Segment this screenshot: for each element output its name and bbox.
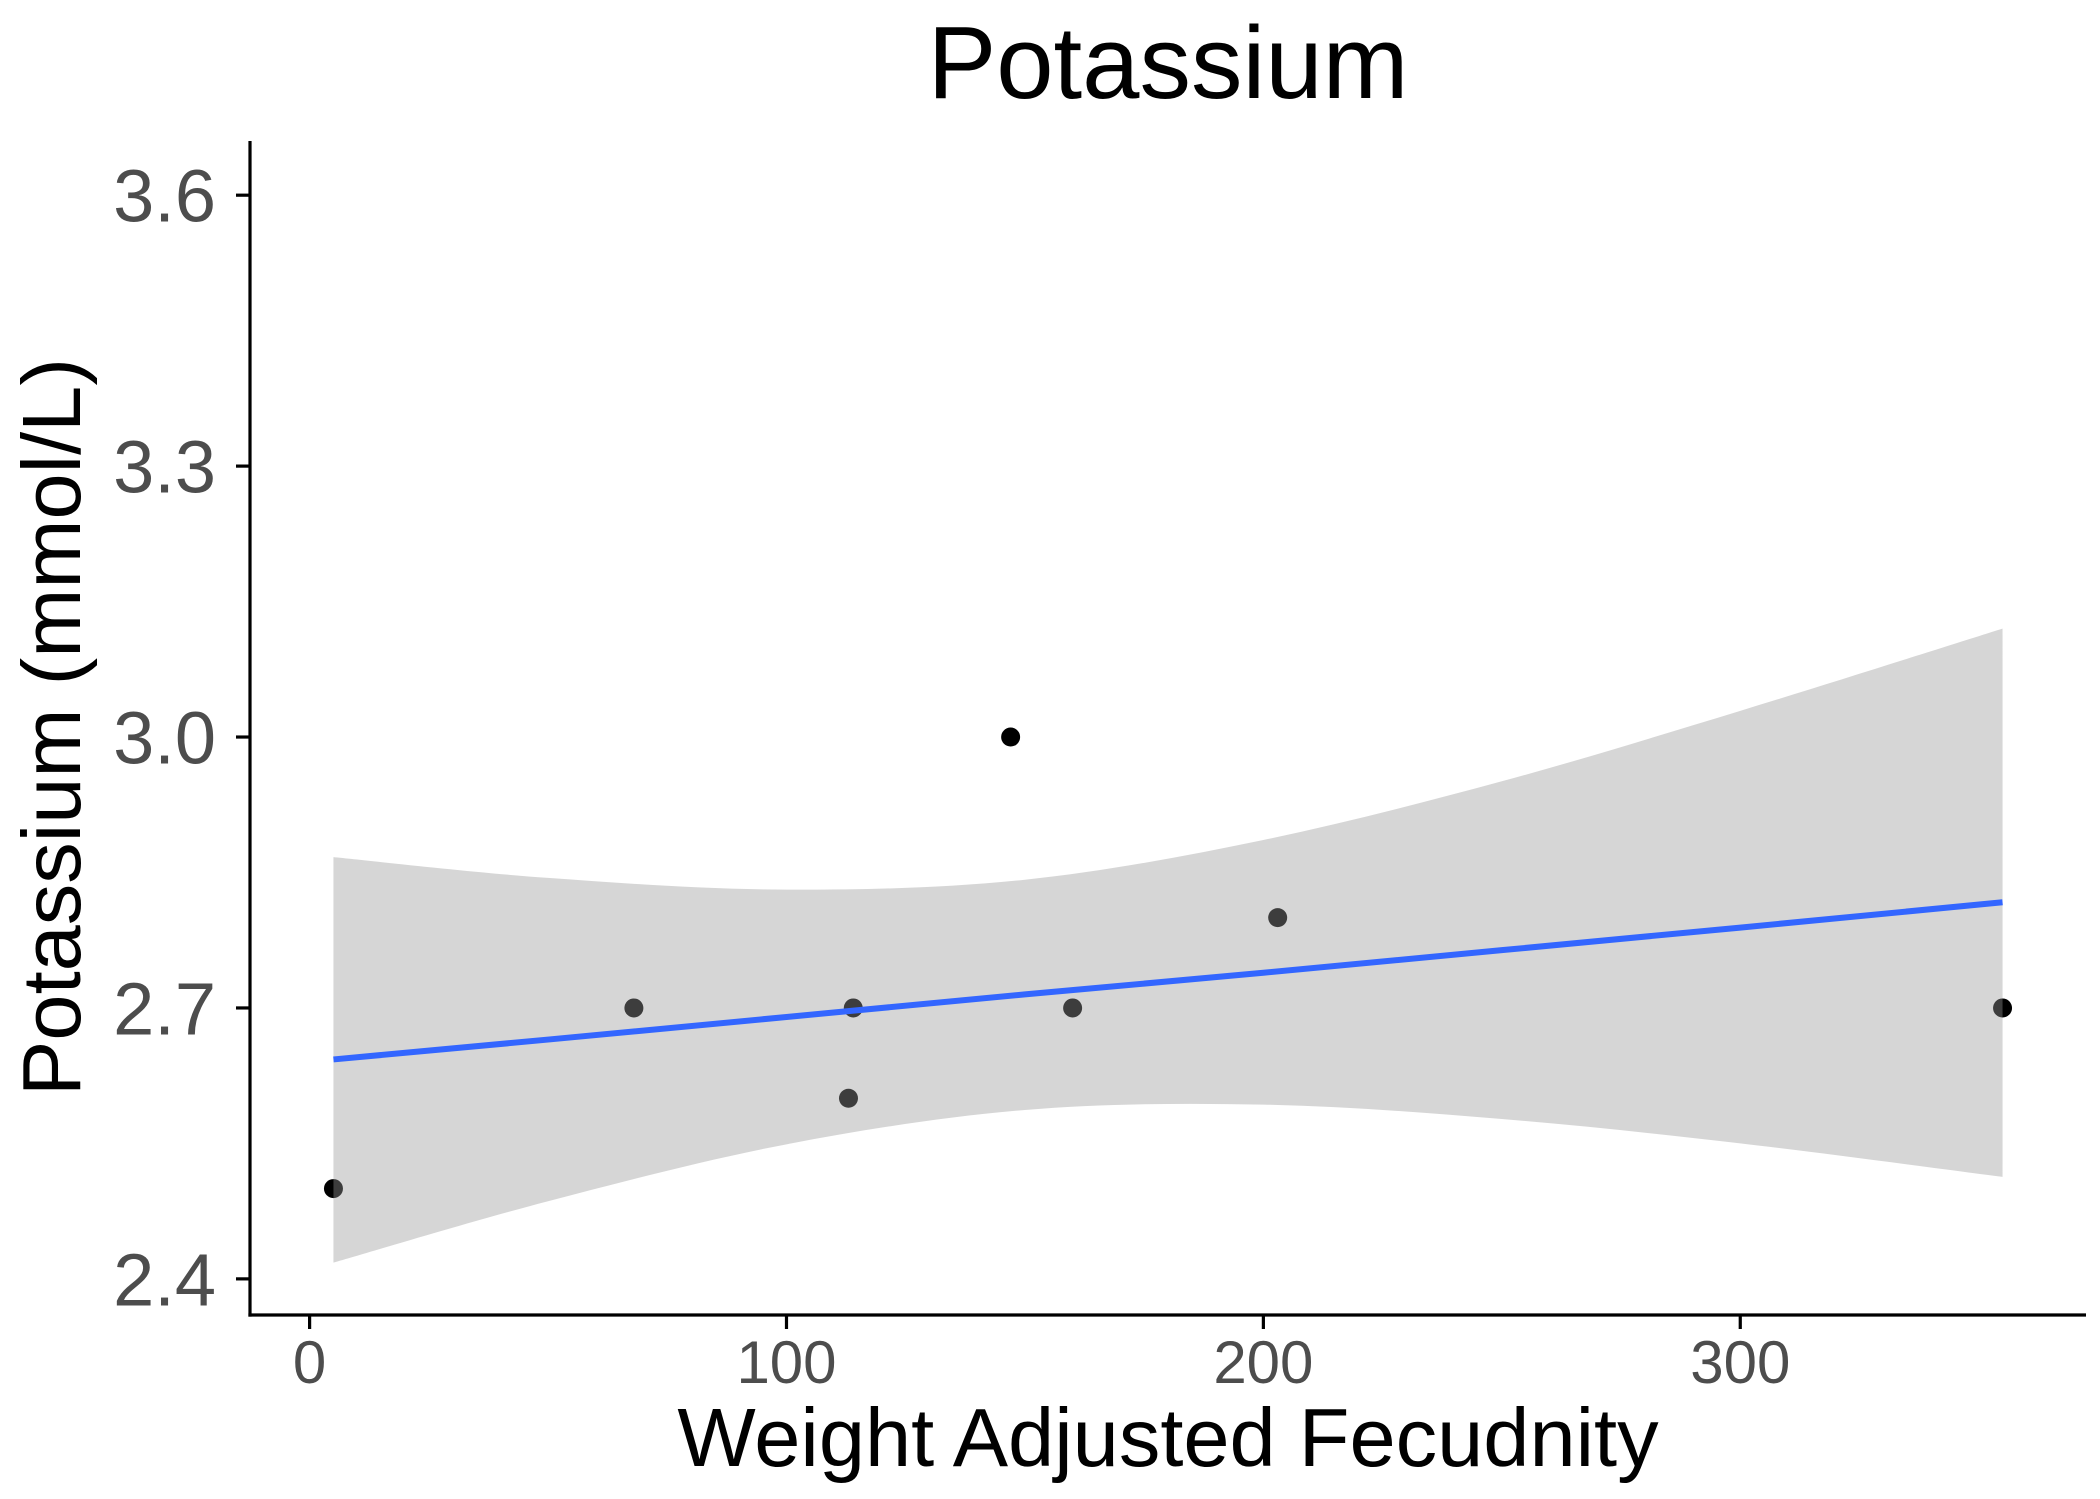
x-tick-label: 0 xyxy=(293,1329,326,1396)
y-tick-label: 3.0 xyxy=(113,697,216,780)
data-point xyxy=(1268,908,1288,928)
data-point xyxy=(1001,727,1021,747)
x-axis-ticks: 0 100 200 300 xyxy=(293,1315,1790,1396)
trend-line xyxy=(333,899,2003,1063)
y-axis-title: Potassium (mmol/L) xyxy=(5,358,98,1096)
y-tick-label: 3.3 xyxy=(113,426,216,509)
data-point xyxy=(323,1179,343,1199)
x-axis-title: Weight Adjusted Fecudnity xyxy=(677,1391,1659,1484)
data-point xyxy=(1993,998,2013,1018)
x-tick-label: 100 xyxy=(736,1329,836,1396)
data-point xyxy=(624,998,644,1018)
y-axis-ticks: 2.4 2.7 3.0 3.3 3.6 xyxy=(113,155,250,1321)
chart-title: Potassium xyxy=(928,5,1409,120)
x-tick-label: 300 xyxy=(1690,1329,1790,1396)
confidence-band xyxy=(333,628,2003,1263)
data-point xyxy=(838,1088,858,1108)
y-tick-label: 3.6 xyxy=(113,155,216,238)
points-layer xyxy=(323,727,2013,1199)
y-tick-label: 2.4 xyxy=(113,1238,216,1321)
y-tick-label: 2.7 xyxy=(113,967,216,1050)
x-tick-label: 200 xyxy=(1213,1329,1313,1396)
data-point xyxy=(1063,998,1083,1018)
